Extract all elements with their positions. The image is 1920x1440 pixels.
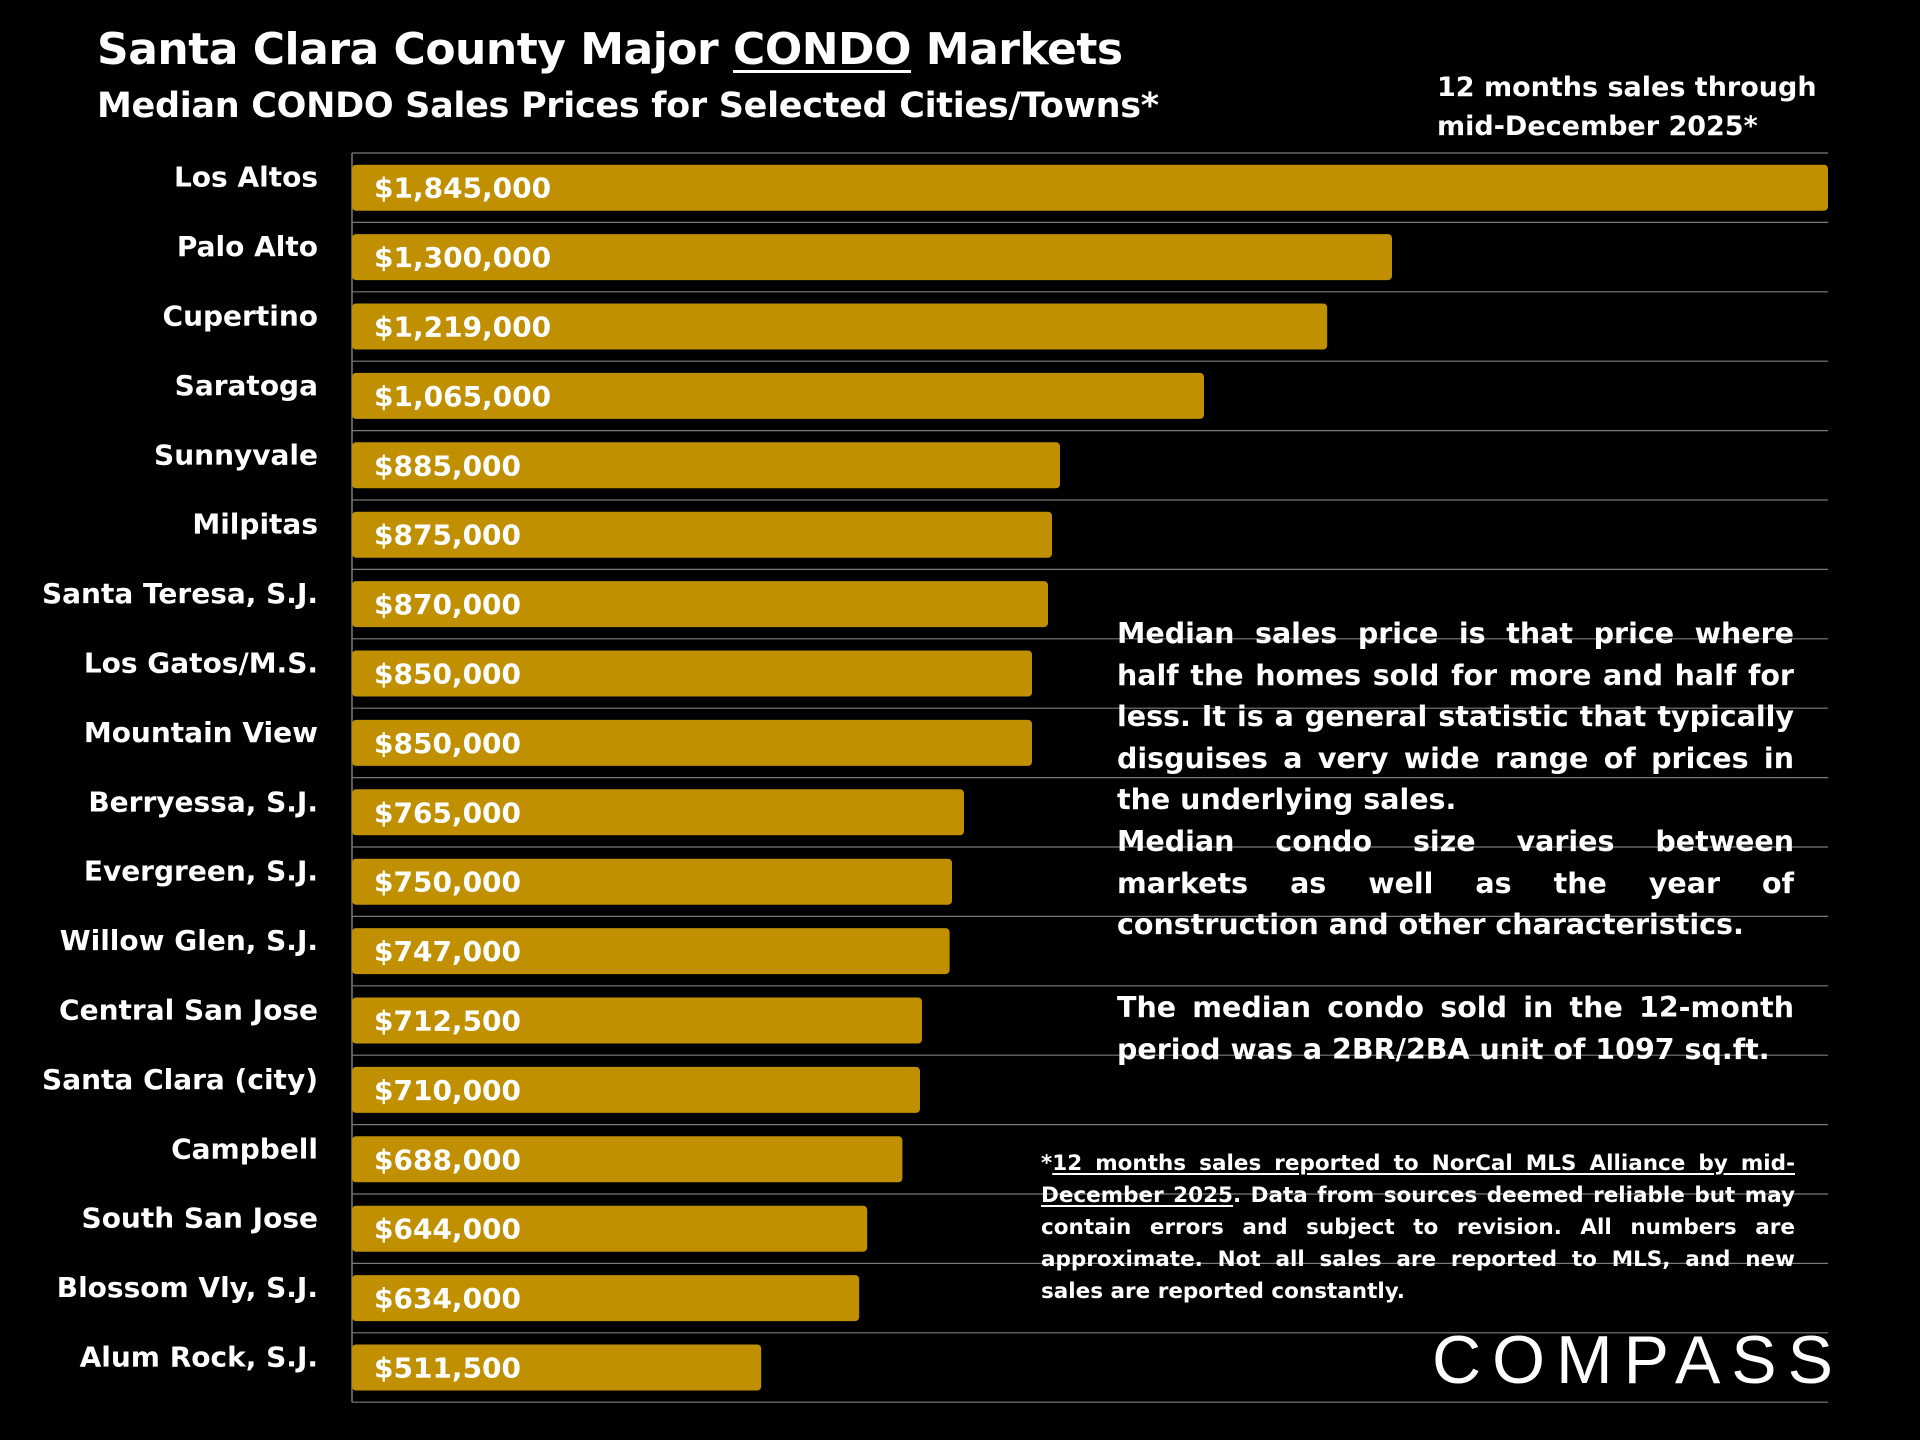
category-label: Saratoga [175,369,318,402]
bar-value-label: $750,000 [374,866,521,899]
bar-value-label: $688,000 [374,1143,521,1176]
category-label: South San Jose [82,1202,318,1235]
bar-value-label: $885,000 [374,449,521,482]
category-label: Sunnyvale [154,438,318,471]
bar [352,858,952,905]
bar-value-label: $712,500 [374,1005,521,1038]
bar-value-label: $765,000 [374,796,521,829]
bar-value-label: $1,065,000 [374,380,551,413]
bar [352,789,964,836]
period-line-2: mid-December 2025* [1437,111,1758,142]
note-median-condo: The median condo sold in the 12-month pe… [1117,991,1794,1066]
category-label: Cupertino [163,300,318,333]
category-label: Palo Alto [177,230,318,263]
bar [352,372,1204,419]
category-label: Campbell [171,1132,318,1165]
category-label: Santa Clara (city) [42,1063,318,1096]
bar [352,234,1392,281]
bar [352,997,922,1044]
footnote-rest: . Data from sources deemed reliable but … [1041,1183,1795,1304]
bar-value-label: $710,000 [374,1074,521,1107]
category-label: Alum Rock, S.J. [80,1341,318,1374]
category-label: Mountain View [84,716,318,749]
period-label: 12 months sales through mid-December 202… [1437,68,1857,146]
bar-value-label: $1,845,000 [374,172,551,205]
chart-title-emphasis: CONDO [733,24,911,75]
bar-value-label: $875,000 [374,519,521,552]
chart-subtitle: Median CONDO Sales Prices for Selected C… [97,86,1159,126]
category-label: Los Gatos/M.S. [84,647,318,680]
bar-value-label: $747,000 [374,935,521,968]
bar [352,1275,860,1322]
chart-title-prefix: Santa Clara County Major [97,24,734,75]
bar-value-label: $870,000 [374,588,521,621]
category-label: Los Altos [174,161,318,194]
footnote-star: * [1041,1151,1053,1176]
bar [352,303,1328,350]
bar-value-label: $1,300,000 [374,241,551,274]
bar-value-label: $644,000 [374,1213,521,1246]
chart-title: Santa Clara County Major CONDO Markets [97,24,1123,75]
category-label: Central San Jose [59,994,318,1027]
bar [352,1066,920,1113]
bar-value-label: $634,000 [374,1282,521,1315]
bar-value-label: $850,000 [374,727,521,760]
bar [352,719,1032,766]
compass-logo: COMPASS [1432,1322,1845,1398]
bar [352,511,1052,558]
period-line-1: 12 months sales through [1437,72,1817,103]
bar [352,1136,903,1183]
category-label: Evergreen, S.J. [84,855,318,888]
category-label: Willow Glen, S.J. [60,924,318,957]
category-label: Santa Teresa, S.J. [42,577,318,610]
note-median-definition: Median sales price is that price where h… [1117,617,1794,816]
bar [352,1344,762,1391]
footnote: *12 months sales reported to NorCal MLS … [1041,1148,1795,1308]
category-label: Berryessa, S.J. [88,785,318,818]
note-condo-size: Median condo size varies between markets… [1117,825,1794,941]
bar-value-label: $1,219,000 [374,311,551,344]
bar [352,442,1060,489]
bar [352,1205,868,1252]
category-label: Milpitas [192,508,318,541]
chart-title-suffix: Markets [910,24,1123,75]
footnote-underlined: 12 months sales reported to NorCal MLS A… [1041,1151,1795,1208]
bar [352,164,1828,211]
bar-value-label: $511,500 [374,1352,521,1385]
bar [352,928,950,975]
bar-value-label: $850,000 [374,658,521,691]
bar [352,581,1048,628]
bar [352,650,1032,697]
category-label: Blossom Vly, S.J. [57,1271,318,1304]
